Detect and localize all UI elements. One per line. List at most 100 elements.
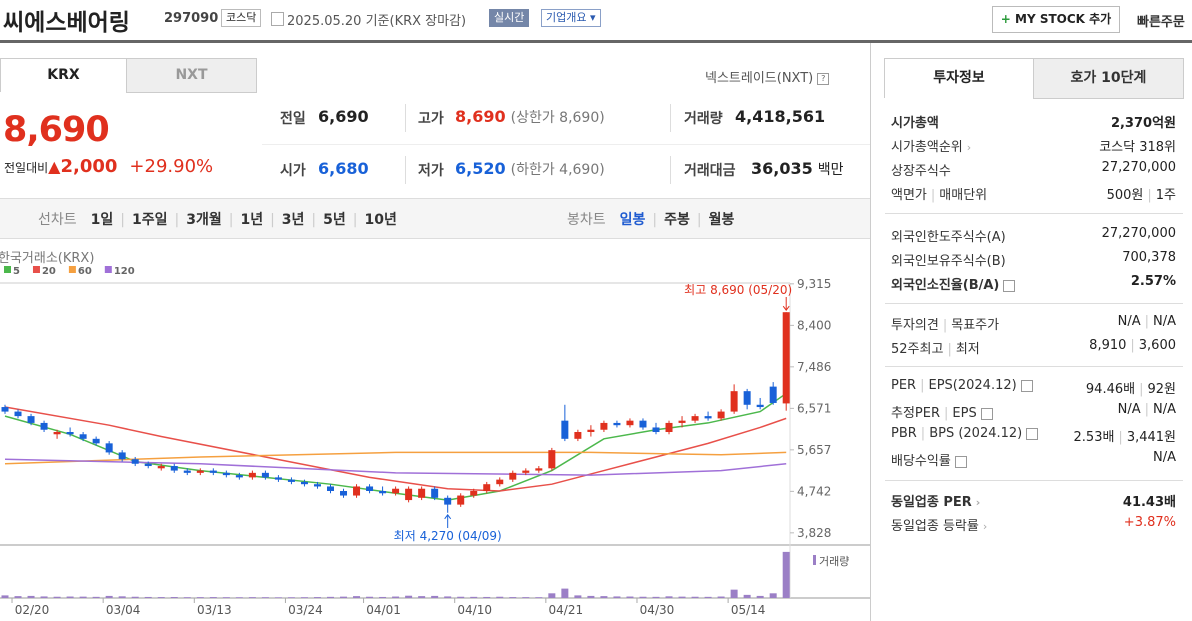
stat-value: 8,690 <box>455 107 506 126</box>
volume-bar <box>730 589 738 598</box>
value-text: 8,910 <box>1089 338 1127 353</box>
separator: | <box>947 342 952 357</box>
divider <box>262 144 870 145</box>
header-divider <box>0 40 1192 43</box>
volume-bar <box>248 597 256 598</box>
realtime-badge[interactable]: 실시간 <box>489 9 530 27</box>
my-stock-button[interactable]: + MY STOCK 추가 <box>992 6 1120 33</box>
candle-body <box>327 486 334 491</box>
info-value: 94.46배 | 92원 <box>1086 378 1176 397</box>
period-button[interactable]: 주봉 <box>664 212 690 228</box>
tab-krx[interactable]: KRX <box>0 58 127 92</box>
info-value: 2.53배 | 3,441원 <box>1074 426 1176 445</box>
candle-body <box>418 488 426 498</box>
separator: | <box>1139 382 1144 397</box>
stat-value: 4,418,561 <box>735 107 826 126</box>
candle-body <box>209 470 217 473</box>
value-text: 94.46배 <box>1085 382 1136 397</box>
toolbar <box>0 198 870 239</box>
company-button[interactable]: 기업개요 ▾ <box>541 9 601 27</box>
volume-legend-swatch <box>813 555 816 565</box>
moving-average <box>4 458 787 476</box>
volume-bar <box>79 596 87 598</box>
x-tick-label: 04/30 <box>640 603 675 617</box>
period-button[interactable]: 5년 <box>323 212 346 228</box>
separator: | <box>920 378 925 393</box>
info-label: 상장주식수 <box>891 160 951 179</box>
candle-body <box>457 495 465 505</box>
legend-swatch <box>68 266 76 273</box>
side-tab[interactable]: 호가 10단계 <box>1033 58 1184 99</box>
separator: | <box>1118 430 1123 445</box>
info-value: N/A | N/A <box>1118 314 1176 329</box>
tab-nxt[interactable]: NXT <box>126 58 257 93</box>
side-tab[interactable]: 투자정보 <box>884 58 1034 98</box>
period-button[interactable]: 1주일 <box>131 212 168 228</box>
volume-bar <box>639 596 647 598</box>
candle-period-list: 봉차트 일봉 | 주봉 | 월봉 <box>567 209 734 229</box>
volume-bar <box>626 596 634 598</box>
candle-body <box>392 488 400 494</box>
label-text: BPS (2024.12) <box>929 426 1023 441</box>
divider <box>670 104 671 132</box>
volume-bar <box>756 595 764 598</box>
y-tick-label: 4,742 <box>797 484 831 498</box>
label-text: 시가총액순위 <box>891 140 963 155</box>
period-button[interactable]: 3년 <box>281 212 305 228</box>
value-text: 1주 <box>1155 188 1176 203</box>
label-text: PER <box>891 378 917 393</box>
my-stock-label: MY STOCK 추가 <box>1015 12 1112 26</box>
volume-bar <box>717 596 725 598</box>
period-button[interactable]: 3개월 <box>186 212 222 228</box>
candle-body <box>222 472 230 476</box>
label-text: EPS <box>952 406 977 421</box>
separator: | <box>1130 338 1135 353</box>
separator: | <box>930 188 936 203</box>
volume-bar <box>340 596 348 598</box>
candle-body <box>743 391 751 405</box>
period-button[interactable]: 1일 <box>90 212 114 228</box>
candle-body <box>444 497 452 505</box>
low-arrowhead <box>444 513 452 520</box>
value-text: 2,370억원 <box>1110 116 1176 131</box>
info-label: 배당수익률 <box>891 450 967 469</box>
date-line: 2025.05.20 기준(KRX 장마감) <box>287 10 466 29</box>
period-button[interactable]: 1년 <box>240 212 264 228</box>
x-tick-label: 03/13 <box>197 603 232 617</box>
period-button[interactable]: 월봉 <box>708 212 735 228</box>
price: 8,690 <box>3 110 110 150</box>
info-label: 52주최고 | 최저 <box>891 338 980 357</box>
x-tick-label: 04/21 <box>549 603 584 617</box>
info-label: 투자의견 | 목표주가 <box>891 314 999 333</box>
up-icon: ▲ <box>48 157 61 176</box>
moving-average <box>4 392 787 501</box>
stat-label: 거래량 <box>684 111 723 127</box>
info-label: 동일업종 등락률 › <box>891 515 987 534</box>
nxt-link[interactable]: 넥스트레이드(NXT)? <box>705 67 830 86</box>
volume-bar <box>691 596 699 598</box>
candle-body <box>613 422 621 426</box>
volume-bar <box>235 597 243 598</box>
quick-order[interactable]: 빠른주문 <box>1137 15 1185 30</box>
stock-code: 297090 <box>164 11 219 26</box>
volume-bar <box>665 596 673 598</box>
candle-body <box>131 459 139 464</box>
stat-value: 6,680 <box>318 159 369 178</box>
volume-bar <box>1 595 9 598</box>
info-label: 액면가 | 매매단위 <box>891 184 987 203</box>
volume-bar <box>183 597 191 598</box>
label-text: 추정PER <box>891 406 941 421</box>
label-text: EPS(2024.12) <box>928 378 1017 393</box>
candle-body <box>548 450 556 469</box>
value-text: 3,441원 <box>1126 430 1176 445</box>
info-value: 41.43배 <box>1123 491 1176 510</box>
period-button[interactable]: 10년 <box>364 212 397 228</box>
value-text: 2.53배 <box>1073 430 1115 445</box>
divider <box>670 156 671 184</box>
separator: | <box>1147 188 1152 203</box>
change-label: 전일대비 <box>4 161 49 175</box>
info-value: 2,370억원 <box>1111 112 1176 131</box>
period-button[interactable]: 일봉 <box>619 212 646 228</box>
info-label: PBR | BPS (2024.12) <box>891 426 1039 441</box>
